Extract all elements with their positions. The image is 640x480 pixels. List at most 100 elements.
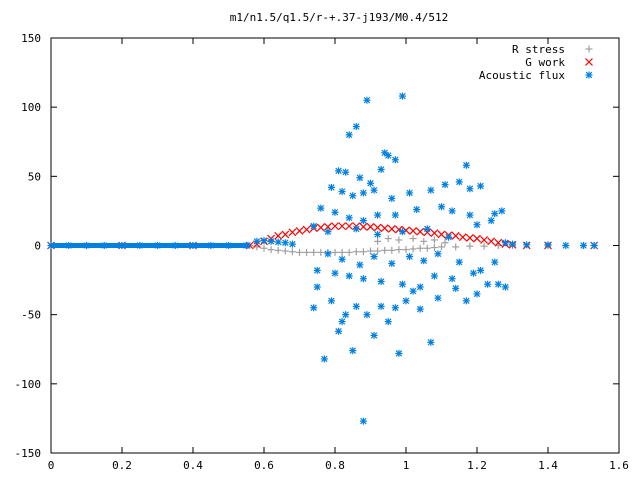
data-point: [338, 222, 347, 231]
data-point: [331, 222, 339, 231]
data-point: [335, 327, 343, 335]
data-point: [317, 248, 325, 256]
data-point: [441, 181, 449, 189]
data-point: [377, 165, 385, 173]
data-point: [469, 269, 477, 277]
data-point: [430, 272, 438, 280]
data-point: [352, 123, 360, 131]
data-point: [480, 242, 488, 250]
data-point: [406, 253, 414, 261]
y-tick-label: -100: [15, 378, 42, 391]
data-point: [391, 304, 399, 312]
y-tick-label: 100: [21, 101, 41, 114]
data-point: [242, 242, 250, 249]
data-point: [409, 245, 417, 253]
data-point: [189, 242, 197, 249]
y-tick-label: 0: [34, 240, 41, 253]
data-point: [136, 242, 144, 249]
data-point: [377, 277, 385, 285]
data-point: [448, 207, 456, 215]
data-point: [441, 239, 449, 247]
data-point: [438, 203, 445, 211]
data-point: [430, 236, 438, 244]
data-point: [267, 246, 275, 254]
data-point: [274, 238, 282, 246]
data-point: [398, 92, 406, 100]
data-point: [366, 222, 375, 231]
data-point: [83, 242, 90, 249]
data-point: [65, 242, 73, 249]
y-tick-label: 150: [21, 32, 41, 45]
series-acoustic-flux: [47, 92, 598, 425]
x-tick-label: 0.6: [254, 459, 274, 472]
data-point: [430, 244, 438, 252]
data-point: [338, 318, 346, 326]
data-point: [349, 192, 357, 200]
data-point: [509, 240, 516, 248]
data-point: [391, 156, 399, 164]
x-tick-label: 0.2: [112, 459, 132, 472]
data-point: [398, 280, 406, 288]
data-points: [47, 92, 599, 425]
x-tick-label: 0.8: [325, 459, 345, 472]
data-point: [427, 338, 435, 346]
data-point: [331, 248, 339, 256]
data-point: [345, 131, 353, 139]
data-point: [455, 258, 463, 266]
data-point: [154, 242, 161, 249]
data-point: [342, 311, 350, 319]
data-point: [473, 221, 481, 229]
data-point: [359, 275, 367, 283]
legend-label: G work: [525, 56, 565, 69]
data-point: [420, 237, 428, 245]
x-tick-label: 1.6: [609, 459, 629, 472]
data-point: [374, 230, 382, 238]
data-point: [359, 417, 367, 425]
data-point: [484, 280, 492, 288]
data-point: [406, 189, 414, 197]
data-point: [445, 233, 453, 241]
data-point: [409, 235, 417, 243]
data-point: [324, 250, 332, 258]
y-tick-label: -50: [21, 309, 41, 322]
data-point: [310, 248, 318, 256]
data-point: [374, 247, 382, 255]
data-point: [281, 247, 289, 255]
data-point: [370, 186, 378, 194]
data-point: [466, 211, 474, 219]
data-point: [395, 236, 403, 244]
data-point: [281, 230, 290, 239]
data-point: [384, 235, 392, 243]
data-point: [455, 178, 463, 186]
data-point: [409, 287, 417, 295]
x-tick-label: 0: [48, 459, 55, 472]
data-point: [458, 233, 467, 242]
data-point: [374, 237, 382, 245]
data-point: [377, 302, 385, 310]
legend-marker: [585, 71, 593, 79]
data-point: [313, 283, 321, 291]
data-point: [345, 272, 353, 280]
data-point: [523, 241, 531, 249]
data-point: [491, 210, 499, 218]
data-point: [296, 248, 303, 256]
data-point: [310, 304, 318, 312]
data-point: [349, 347, 357, 355]
data-point: [423, 225, 431, 233]
data-point: [327, 183, 335, 191]
data-point: [295, 227, 304, 235]
data-point: [473, 290, 481, 298]
data-point: [331, 208, 339, 216]
data-point: [100, 242, 108, 249]
data-point: [384, 318, 392, 326]
data-point: [452, 284, 460, 292]
data-point: [451, 231, 460, 240]
data-point: [409, 227, 418, 235]
data-point: [465, 233, 474, 242]
data-point: [423, 244, 431, 252]
data-point: [352, 225, 360, 233]
data-point: [374, 211, 382, 219]
data-point: [356, 174, 364, 182]
data-point: [316, 223, 325, 232]
data-point: [580, 242, 587, 249]
